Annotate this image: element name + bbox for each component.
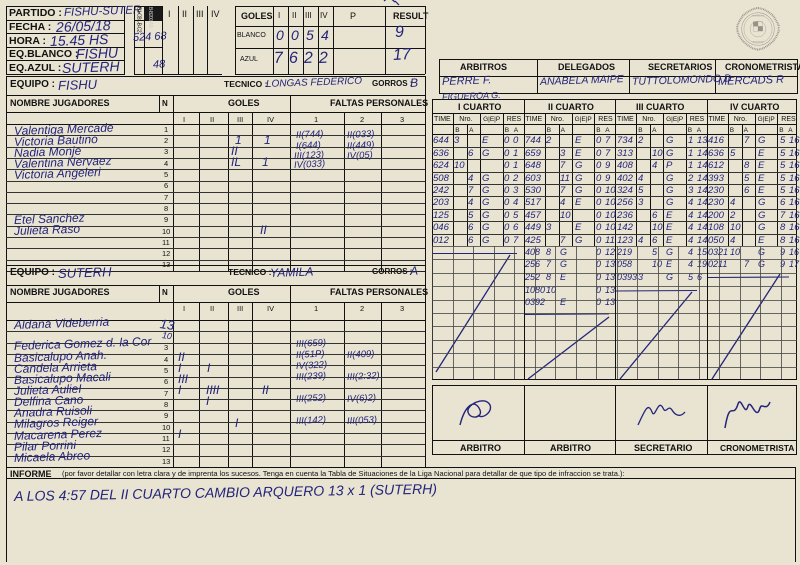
svg-text:FEDERACION: FEDERACION bbox=[752, 15, 765, 18]
svg-text:ARGENTINA: ARGENTINA bbox=[753, 41, 765, 44]
